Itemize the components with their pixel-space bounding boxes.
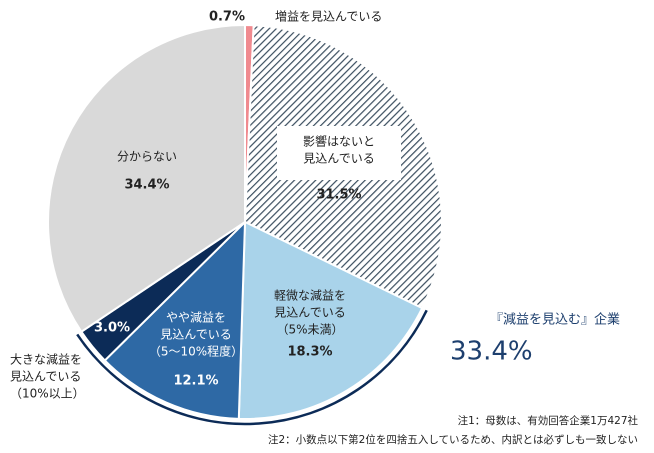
note: 注2：小数点以下第2位を四捨五入しているため、内訳とは必ずしも一致しない <box>268 433 638 446</box>
value-label: 31.5% <box>316 188 361 203</box>
group-outline <box>76 309 428 426</box>
value-label: 0.7% <box>209 10 245 25</box>
slice-label: 影響はないと <box>303 134 375 149</box>
pie-slice <box>103 219 247 420</box>
slice-label: （10%以上） <box>10 387 85 401</box>
slice-label: 増益を見込んでいる <box>275 10 382 24</box>
pie-slice <box>47 23 246 334</box>
slice-label: 見込んでいる <box>160 328 231 342</box>
slice-label: 見込んでいる <box>274 306 345 320</box>
group-total: 33.4% <box>450 337 533 367</box>
slice-label: 分からない <box>117 150 177 164</box>
slice-label: （5～10%程度） <box>149 344 243 359</box>
value-label: 34.4% <box>124 178 169 193</box>
value-label: 12.1% <box>173 374 218 389</box>
value-label: 3.0% <box>94 321 130 336</box>
group-label: 『減益を見込む』企業 <box>490 312 620 328</box>
value-label: 18.3% <box>287 345 332 360</box>
pie-slice <box>237 220 424 420</box>
slice-label: （5%未満） <box>276 323 343 337</box>
slice-label: 軽微な減益を <box>274 288 346 303</box>
slice-label: 大きな減益を <box>10 352 82 367</box>
slice-label: 見込んでいる <box>303 152 374 166</box>
note: 注1：母数は、有効回答企業1万427社 <box>458 414 639 427</box>
label-box <box>277 126 401 180</box>
slice-label: やや減益を <box>166 310 226 325</box>
slice-label: 見込んでいる <box>10 370 81 384</box>
